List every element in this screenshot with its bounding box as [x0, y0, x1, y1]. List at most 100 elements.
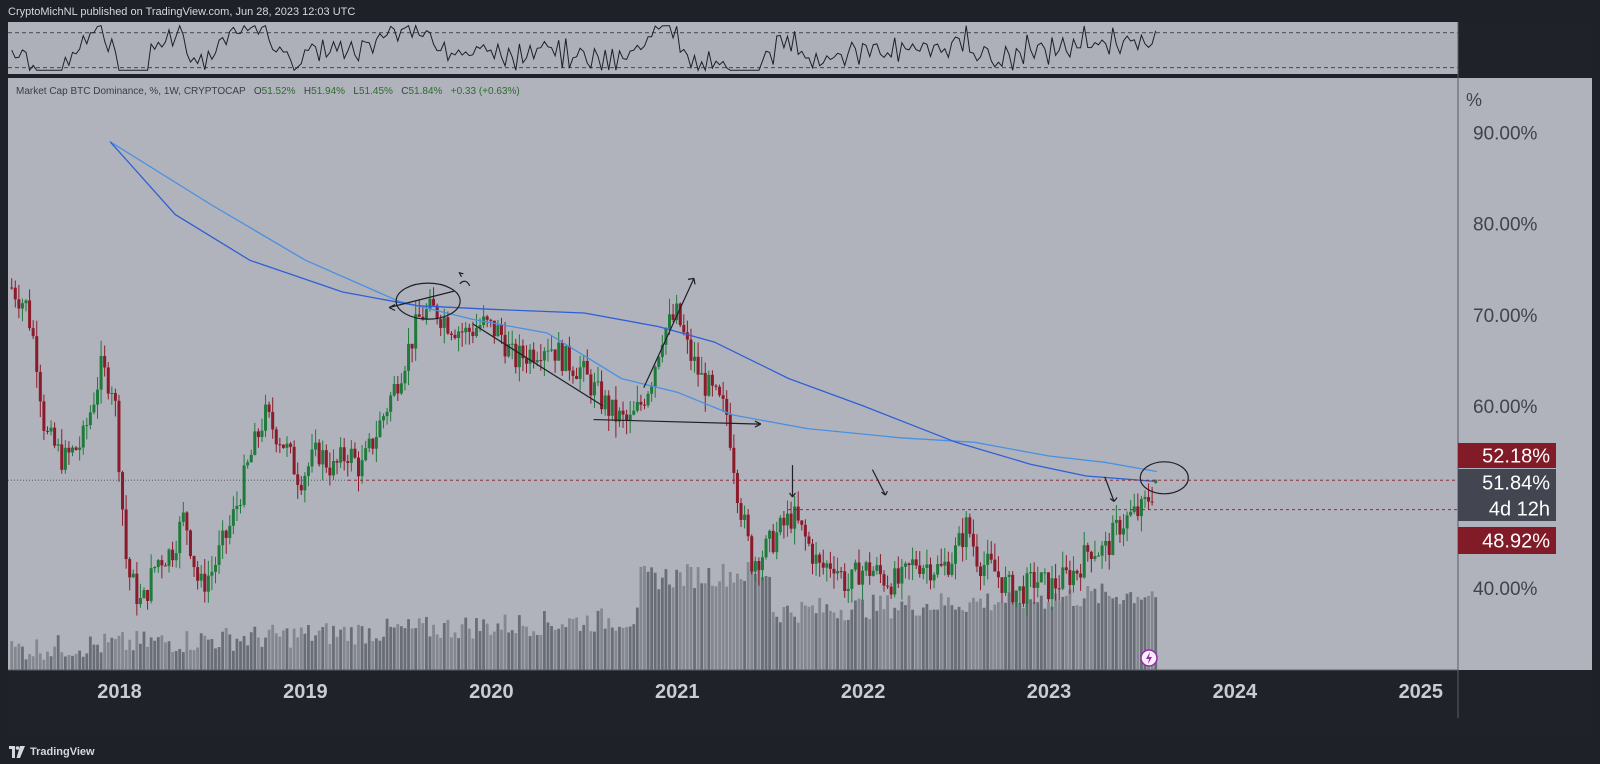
- volume-bar: [657, 589, 661, 670]
- volume-bar: [117, 635, 121, 670]
- volume-bar: [964, 611, 968, 670]
- candle-body: [900, 566, 904, 584]
- volume-bar: [407, 619, 410, 670]
- candle-body: [446, 317, 450, 334]
- volume-bar: [639, 566, 643, 670]
- volume-bar: [568, 618, 571, 670]
- candle-body: [1011, 574, 1015, 603]
- volume-bar: [492, 631, 496, 670]
- volume-bar: [1029, 599, 1032, 670]
- candle-body: [296, 474, 300, 485]
- candle-body: [932, 574, 936, 581]
- candle-body: [775, 532, 779, 553]
- volume-bar: [600, 608, 603, 670]
- volume-bar: [1100, 583, 1104, 670]
- candle-body: [299, 484, 303, 491]
- candle-body: [457, 331, 461, 338]
- volume-bar: [621, 627, 625, 670]
- volume-bar: [814, 613, 818, 670]
- volume-bar: [46, 651, 49, 670]
- volume-bar: [307, 624, 310, 670]
- volume-bar: [732, 582, 736, 670]
- volume-bar: [332, 625, 335, 670]
- candle-body: [117, 400, 121, 473]
- candle-body: [364, 448, 368, 461]
- legend-low-label: L: [353, 86, 359, 97]
- candle-body: [861, 570, 865, 585]
- volume-bar: [514, 633, 518, 670]
- candle-body: [1122, 528, 1126, 535]
- volume-bar: [289, 647, 292, 670]
- volume-bar: [425, 616, 428, 670]
- candle-body: [642, 404, 646, 406]
- volume-bar: [614, 630, 618, 670]
- volume-bar: [542, 611, 546, 670]
- trendline-annotation: [472, 323, 604, 407]
- candle-body: [360, 460, 364, 477]
- arrow-annotation: [871, 469, 888, 496]
- candle-body: [153, 567, 157, 569]
- volume-bar: [675, 569, 679, 670]
- volume-bar: [560, 624, 564, 670]
- volume-bars: [10, 562, 1158, 670]
- candle-body: [993, 559, 997, 572]
- candle-body: [918, 565, 922, 574]
- candle-body: [192, 556, 196, 568]
- volume-bar: [296, 637, 300, 670]
- candle-body: [796, 506, 800, 521]
- volume-bar: [578, 630, 582, 670]
- volume-bar: [685, 564, 689, 670]
- candle-body: [442, 317, 446, 328]
- volume-bar: [1014, 592, 1018, 670]
- volume-bar: [60, 652, 64, 670]
- candle-body: [478, 325, 482, 329]
- candle-body: [646, 393, 650, 406]
- volume-bar: [775, 616, 779, 670]
- candle-body: [35, 336, 39, 372]
- volume-bar: [303, 633, 307, 670]
- volume-bar: [535, 634, 539, 670]
- candle-body: [911, 559, 915, 566]
- volume-bar: [210, 639, 214, 670]
- candle-body: [392, 384, 396, 396]
- lightning-icon[interactable]: [1140, 649, 1158, 667]
- arrow-annotation: [388, 290, 455, 312]
- volume-bar: [696, 567, 700, 670]
- candle-body: [278, 444, 282, 446]
- volume-bar: [110, 637, 114, 670]
- volume-bar: [299, 627, 303, 670]
- candle-body: [807, 536, 811, 544]
- volume-bar: [768, 576, 772, 670]
- volume-bar: [664, 569, 668, 670]
- volume-bar: [800, 601, 804, 670]
- volume-bar: [725, 586, 729, 670]
- volume-bar: [128, 639, 132, 670]
- candle-body: [324, 450, 328, 468]
- volume-bar: [761, 577, 764, 670]
- x-tick-label: 2018: [97, 681, 142, 703]
- chart-canvas[interactable]: % 90.00% 80.00% 70.00% 60.00% 40.00% 2018 2019 2…: [8, 22, 1592, 734]
- candle-body: [224, 530, 228, 538]
- volume-bar: [482, 619, 486, 670]
- volume-bar: [807, 606, 811, 670]
- candle-body: [1039, 572, 1043, 583]
- volume-bar: [671, 587, 675, 670]
- rsi-band: [8, 32, 1458, 68]
- candle-body: [399, 383, 403, 394]
- candle-body: [435, 305, 439, 320]
- volume-bar: [1011, 587, 1015, 670]
- candle-body: [746, 514, 750, 537]
- candle-body: [1118, 519, 1122, 535]
- price-axis-bg: [1458, 78, 1592, 670]
- volume-bar: [900, 601, 904, 670]
- candle-body: [1054, 578, 1058, 589]
- volume-bar: [796, 622, 800, 670]
- volume-bar: [160, 635, 164, 670]
- volume-bar: [228, 634, 232, 670]
- volume-bar: [364, 643, 368, 670]
- candle-body: [128, 559, 132, 578]
- candle-body: [285, 443, 289, 448]
- candle-body: [710, 374, 714, 386]
- volume-bar: [63, 656, 67, 670]
- candle-body: [982, 564, 986, 577]
